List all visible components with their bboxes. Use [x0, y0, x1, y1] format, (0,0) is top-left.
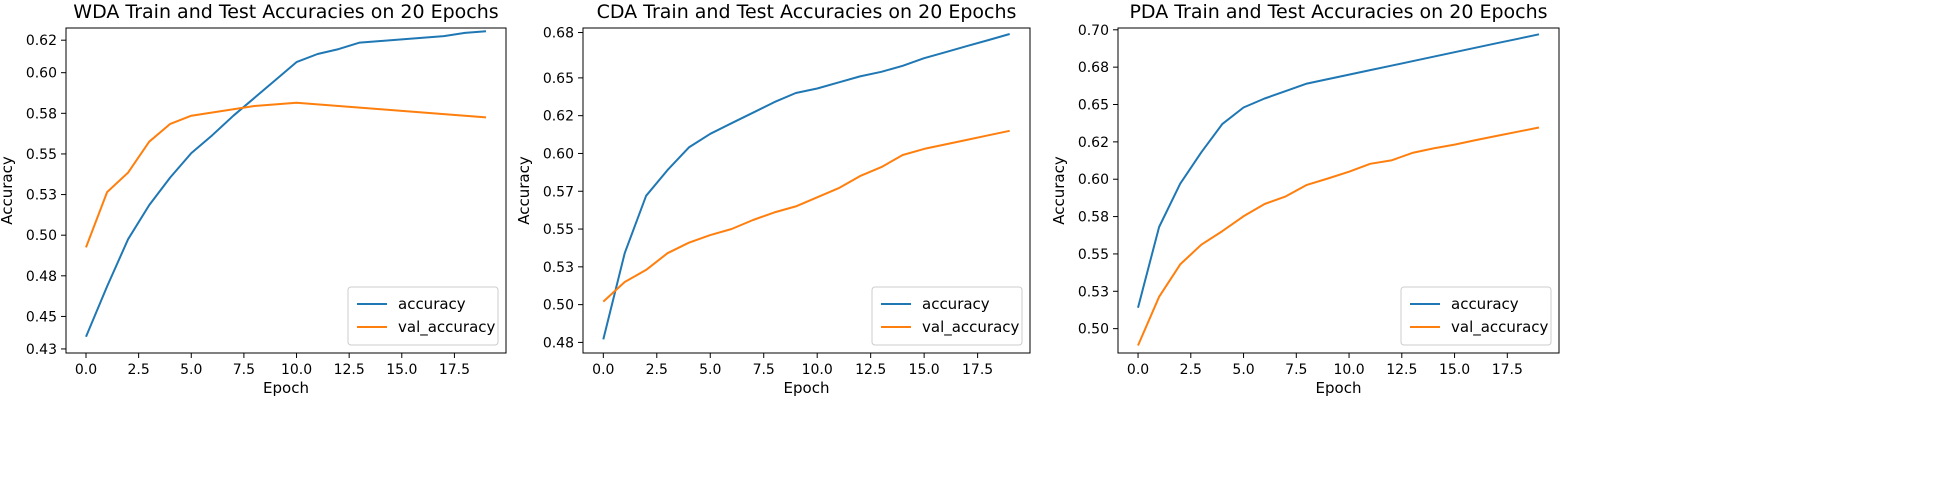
- y-tick-label: 0.58: [26, 106, 57, 122]
- wda-accuracy-subplot: WDA Train and Test Accuracies on 20 Epoc…: [0, 1, 507, 397]
- plot-frame: [1117, 27, 1560, 354]
- x-tick-label: 5.0: [1232, 362, 1254, 378]
- y-tick-label: 0.55: [543, 222, 574, 238]
- legend: accuracy val_accuracy: [1400, 286, 1552, 346]
- val-accuracy-line: [85, 101, 487, 248]
- accuracy-line: [1137, 33, 1540, 308]
- val-accuracy-line: [1137, 126, 1540, 346]
- y-tick-label: 0.55: [26, 147, 57, 163]
- x-tick-label: 0.0: [592, 362, 614, 378]
- x-tick-label: 0.0: [75, 362, 97, 378]
- x-tick-label: 17.5: [439, 362, 470, 378]
- plot-frame: [582, 27, 1031, 354]
- y-tick-label: 0.68: [543, 26, 574, 42]
- x-axis-label: Epoch: [784, 379, 830, 397]
- x-tick-label: 2.5: [127, 362, 149, 378]
- y-tick-label: 0.57: [543, 184, 574, 200]
- y-tick-label: 0.62: [543, 109, 574, 125]
- chart-title: CDA Train and Test Accuracies on 20 Epoc…: [597, 1, 1017, 23]
- x-tick-label: 10.0: [281, 362, 312, 378]
- y-tick-label: 0.53: [26, 188, 57, 204]
- x-tick-label: 2.5: [1180, 362, 1202, 378]
- series-group: [85, 30, 487, 338]
- y-tick-label: 0.65: [1078, 98, 1109, 114]
- x-tick-label: 0.0: [1127, 362, 1149, 378]
- legend-box: [347, 286, 499, 346]
- legend-label-accuracy: accuracy: [922, 295, 990, 313]
- x-tick-label: 7.5: [753, 362, 775, 378]
- x-tick-label: 7.5: [233, 362, 255, 378]
- x-tick-label: 7.5: [1285, 362, 1307, 378]
- x-tick-label: 15.0: [386, 362, 417, 378]
- y-tick-label: 0.60: [26, 66, 57, 82]
- tick-group: 0.0 2.5 5.0 7.5 10.0 12.5 15.0 17.5 0.50 0.53 0.55…: [1078, 23, 1523, 378]
- y-tick-label: 0.55: [1078, 247, 1109, 263]
- x-axis-label: Epoch: [263, 379, 309, 397]
- y-axis-label: Accuracy: [1050, 156, 1068, 225]
- legend-label-val-accuracy: val_accuracy: [398, 318, 496, 337]
- series-group: [1137, 33, 1540, 346]
- x-tick-label: 12.5: [334, 362, 365, 378]
- y-tick-label: 0.48: [543, 335, 574, 351]
- y-tick-label: 0.50: [26, 228, 57, 244]
- cda-accuracy-subplot: CDA Train and Test Accuracies on 20 Epoc…: [515, 1, 1031, 397]
- x-tick-label: 12.5: [1386, 362, 1417, 378]
- chart-title: WDA Train and Test Accuracies on 20 Epoc…: [73, 1, 498, 23]
- legend-label-val-accuracy: val_accuracy: [1451, 318, 1549, 337]
- val-accuracy-line: [602, 129, 1010, 303]
- y-tick-label: 0.58: [1078, 210, 1109, 226]
- legend-label-val-accuracy: val_accuracy: [922, 318, 1020, 337]
- x-tick-label: 2.5: [646, 362, 668, 378]
- series-group: [602, 33, 1010, 340]
- y-tick-label: 0.43: [26, 342, 57, 358]
- legend-box: [871, 286, 1023, 346]
- pda-accuracy-subplot: PDA Train and Test Accuracies on 20 Epoc…: [1050, 1, 1560, 397]
- x-tick-label: 17.5: [962, 362, 993, 378]
- x-tick-label: 10.0: [1333, 362, 1364, 378]
- legend-label-accuracy: accuracy: [398, 295, 466, 313]
- plot-frame: [65, 27, 507, 354]
- accuracy-line: [85, 30, 487, 338]
- legend: accuracy val_accuracy: [347, 286, 499, 346]
- tick-group: 0.0 2.5 5.0 7.5 10.0 12.5 15.0 17.5 0.43 0.45 0.48…: [26, 33, 470, 378]
- x-tick-label: 5.0: [699, 362, 721, 378]
- y-axis-label: Accuracy: [515, 156, 533, 225]
- y-tick-label: 0.60: [543, 146, 574, 162]
- x-tick-label: 17.5: [1492, 362, 1523, 378]
- x-tick-label: 10.0: [802, 362, 833, 378]
- y-tick-label: 0.62: [26, 33, 57, 49]
- y-tick-label: 0.48: [26, 269, 57, 285]
- x-tick-label: 12.5: [855, 362, 886, 378]
- legend-box: [1400, 286, 1552, 346]
- accuracy-line: [602, 33, 1010, 340]
- x-axis-label: Epoch: [1316, 379, 1362, 397]
- y-axis-label: Accuracy: [0, 156, 16, 225]
- legend: accuracy val_accuracy: [871, 286, 1023, 346]
- x-tick-label: 15.0: [1439, 362, 1470, 378]
- y-tick-label: 0.53: [1078, 284, 1109, 300]
- y-tick-label: 0.60: [1078, 172, 1109, 188]
- y-tick-label: 0.45: [26, 309, 57, 325]
- y-tick-label: 0.68: [1078, 60, 1109, 76]
- legend-label-accuracy: accuracy: [1451, 295, 1519, 313]
- y-tick-label: 0.62: [1078, 135, 1109, 151]
- y-tick-label: 0.53: [543, 260, 574, 276]
- chart-title: PDA Train and Test Accuracies on 20 Epoc…: [1129, 1, 1547, 23]
- x-tick-label: 15.0: [909, 362, 940, 378]
- y-tick-label: 0.50: [1078, 322, 1109, 338]
- y-tick-label: 0.65: [543, 71, 574, 87]
- y-tick-label: 0.70: [1078, 23, 1109, 39]
- tick-group: 0.0 2.5 5.0 7.5 10.0 12.5 15.0 17.5 0.48 0.50 0.53…: [543, 26, 993, 378]
- x-tick-label: 5.0: [180, 362, 202, 378]
- y-tick-label: 0.50: [543, 298, 574, 314]
